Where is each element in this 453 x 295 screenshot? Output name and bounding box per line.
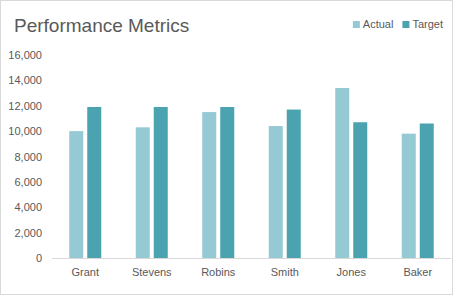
x-tick-label: Robins (201, 266, 236, 278)
y-tick-label: 14,000 (8, 74, 42, 86)
y-tick-label: 8,000 (14, 151, 42, 163)
bar (136, 127, 150, 258)
bar (69, 131, 83, 258)
bar (287, 110, 301, 258)
title: Performance Metrics (14, 15, 189, 36)
chart-frame (1, 1, 453, 295)
bar (402, 134, 416, 258)
y-tick-label: 2,000 (14, 227, 42, 239)
y-tick-label: 0 (36, 252, 42, 264)
x-tick-label: Grant (71, 266, 99, 278)
y-tick-label: 4,000 (14, 201, 42, 213)
x-tick-label: Jones (337, 266, 367, 278)
bar (269, 126, 283, 258)
bar (420, 124, 434, 258)
bar (202, 112, 216, 258)
bar (154, 107, 168, 258)
bar (353, 122, 367, 258)
y-tick-label: 12,000 (8, 100, 42, 112)
legend-swatch (353, 21, 360, 28)
y-tick-label: 16,000 (8, 49, 42, 61)
bar (220, 107, 234, 258)
x-tick-label: Stevens (132, 266, 172, 278)
y-tick-label: 10,000 (8, 125, 42, 137)
x-tick-label: Baker (403, 266, 432, 278)
x-axis-line (52, 258, 451, 259)
legend-label: Actual (363, 18, 394, 30)
legend: Actual Target (353, 18, 443, 30)
bar (335, 88, 349, 258)
x-tick-label: Smith (271, 266, 299, 278)
legend-label: Target (412, 18, 443, 30)
bar (87, 107, 101, 258)
legend-swatch (402, 21, 409, 28)
y-tick-label: 6,000 (14, 176, 42, 188)
chart: Performance Metrics 0 2,000 4,000 6,000 8,000… (0, 0, 453, 295)
bars (69, 88, 434, 258)
